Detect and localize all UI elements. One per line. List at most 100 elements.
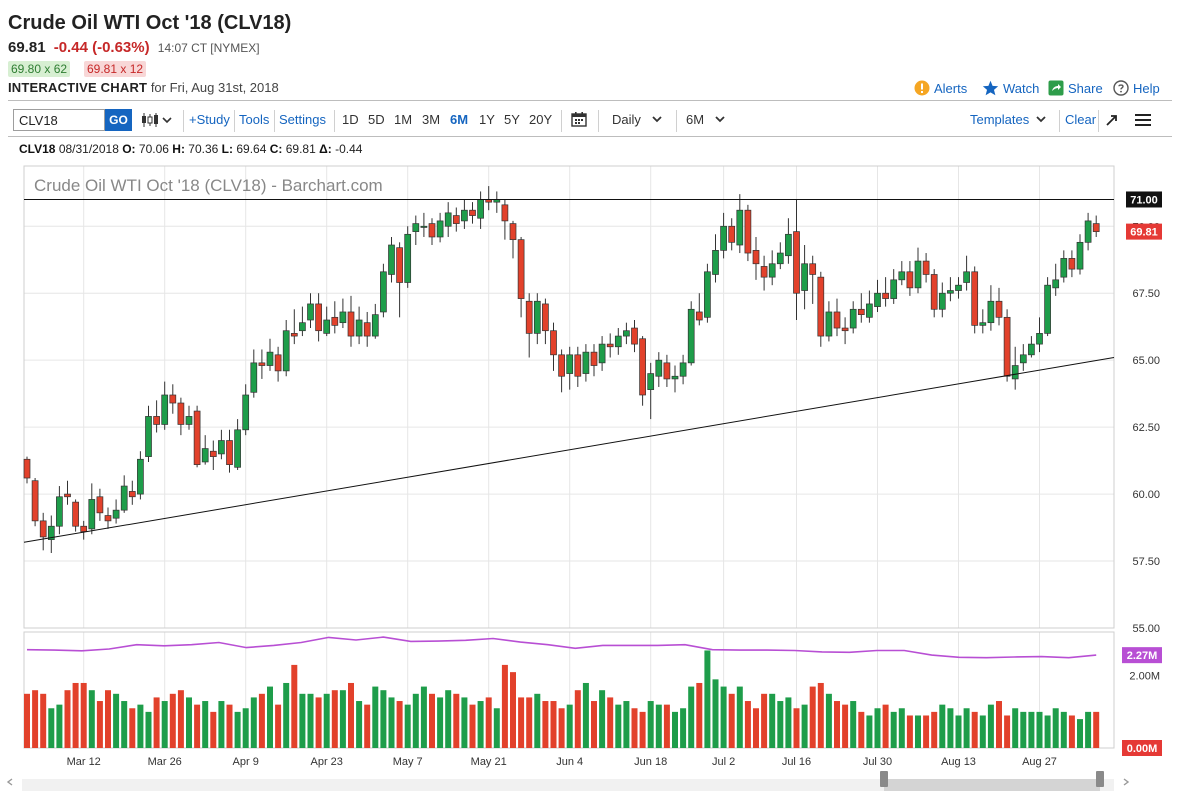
candle-body [558, 354, 565, 377]
price-line: 69.81 -0.44 (-0.63%) 14:07 CT [NYMEX] [8, 39, 260, 56]
go-button[interactable]: GO [105, 109, 132, 131]
volume-bar [339, 690, 346, 748]
candle-body [906, 271, 914, 289]
candle-body [469, 209, 476, 216]
volume-bar [404, 704, 411, 748]
volume-bar [882, 704, 889, 748]
period-1y[interactable]: 1Y [479, 112, 495, 127]
ohlc-symbol: CLV18 [19, 142, 56, 156]
alerts-link[interactable]: Alerts [914, 80, 967, 96]
trend-line [23, 357, 1115, 543]
candle-body [404, 233, 412, 283]
chart-lines [23, 198, 1115, 543]
expand-button[interactable] [1105, 113, 1119, 130]
volume-bar [987, 704, 994, 748]
candle-body [525, 300, 533, 334]
volume-bar [923, 715, 930, 748]
period-3m[interactable]: 3M [422, 112, 441, 127]
volume-bar [153, 697, 160, 748]
settings-button[interactable]: Settings [279, 112, 326, 127]
volume-bar [331, 690, 338, 748]
volume-bar [777, 701, 784, 748]
candle-body [785, 233, 792, 257]
candle-body [1019, 354, 1027, 364]
volume-bar [210, 711, 217, 748]
watch-link[interactable]: Watch [982, 80, 1039, 96]
scroller-right-arrow-icon [1123, 778, 1130, 786]
volume-bar [801, 704, 808, 748]
candle-body [979, 322, 987, 326]
candle-body [388, 244, 395, 275]
interval-dropdown[interactable]: Daily [612, 112, 663, 127]
menu-button[interactable] [1135, 113, 1151, 130]
toolbar-separator [1098, 110, 1099, 132]
volume-bar [461, 697, 468, 748]
candle-body [606, 343, 614, 348]
toolbar-separator [183, 110, 184, 132]
candle-body [590, 351, 598, 366]
volume-bar [1020, 711, 1027, 748]
period-1d[interactable]: 1D [342, 112, 359, 127]
volume-bar [825, 693, 832, 748]
candle-body [817, 276, 825, 337]
candle-body [177, 402, 185, 425]
clear-button[interactable]: Clear [1065, 112, 1097, 127]
candle-body [760, 266, 768, 278]
volume-bar [1085, 711, 1092, 748]
tools-button[interactable]: Tools [239, 112, 270, 127]
candle-body [56, 496, 63, 527]
study-button[interactable]: +Study [189, 112, 230, 127]
candle-body [185, 416, 193, 425]
candle-body [687, 308, 695, 364]
symbol-input[interactable]: CLV18 [13, 109, 105, 131]
volume-bar [1044, 715, 1051, 748]
help-link[interactable]: Help [1113, 80, 1160, 96]
scroller-left-arrow-icon [6, 778, 13, 786]
x-tick-label: Jul 16 [782, 756, 811, 768]
volume-bar [963, 708, 970, 748]
volume-bar [96, 701, 103, 748]
volume-zero-label: 0.00M [1127, 743, 1158, 755]
chart-type-dropdown[interactable] [141, 111, 175, 132]
candle-body [104, 515, 112, 522]
range-dropdown[interactable]: 6M [686, 112, 726, 127]
volume-bar [1068, 715, 1075, 748]
date-range-button[interactable] [571, 111, 587, 130]
volume-bar [680, 708, 687, 748]
volume-bar [113, 693, 120, 748]
volume-bar [866, 715, 873, 748]
period-5y[interactable]: 5Y [504, 112, 520, 127]
volume-bar [736, 686, 743, 748]
templates-dropdown[interactable]: Templates [970, 112, 1047, 127]
x-tick-label: Jul 30 [863, 756, 892, 768]
candle-body [226, 440, 233, 465]
candle-body [1036, 333, 1043, 345]
header-divider [8, 100, 1172, 101]
volume-bar [275, 704, 282, 748]
period-5d[interactable]: 5D [368, 112, 385, 127]
period-1m[interactable]: 1M [394, 112, 413, 127]
period-6m[interactable]: 6M [450, 112, 469, 127]
watch-label: Watch [1003, 80, 1040, 96]
candle-body [882, 292, 889, 299]
volume-bar [145, 711, 152, 748]
period-20y[interactable]: 20Y [529, 112, 553, 127]
alerts-label: Alerts [934, 80, 968, 96]
candle-body [1011, 365, 1019, 380]
candle-body [914, 260, 922, 289]
candle-body [533, 300, 541, 334]
last-price-label: 69.81 [1130, 227, 1158, 239]
star-icon [982, 80, 999, 96]
candle-body [809, 263, 817, 275]
volume-bar [348, 682, 354, 748]
share-link[interactable]: Share [1048, 80, 1103, 96]
candle-body [1060, 258, 1068, 278]
chart-heading: INTERACTIVE CHART for Fri, Aug 31st, 201… [8, 80, 279, 95]
volume-bar [372, 686, 379, 748]
candle-body [801, 263, 808, 291]
candle-body [23, 458, 31, 479]
resistance-price-tag [1126, 191, 1162, 208]
volume-bar [493, 708, 500, 748]
candle-body [582, 351, 590, 374]
